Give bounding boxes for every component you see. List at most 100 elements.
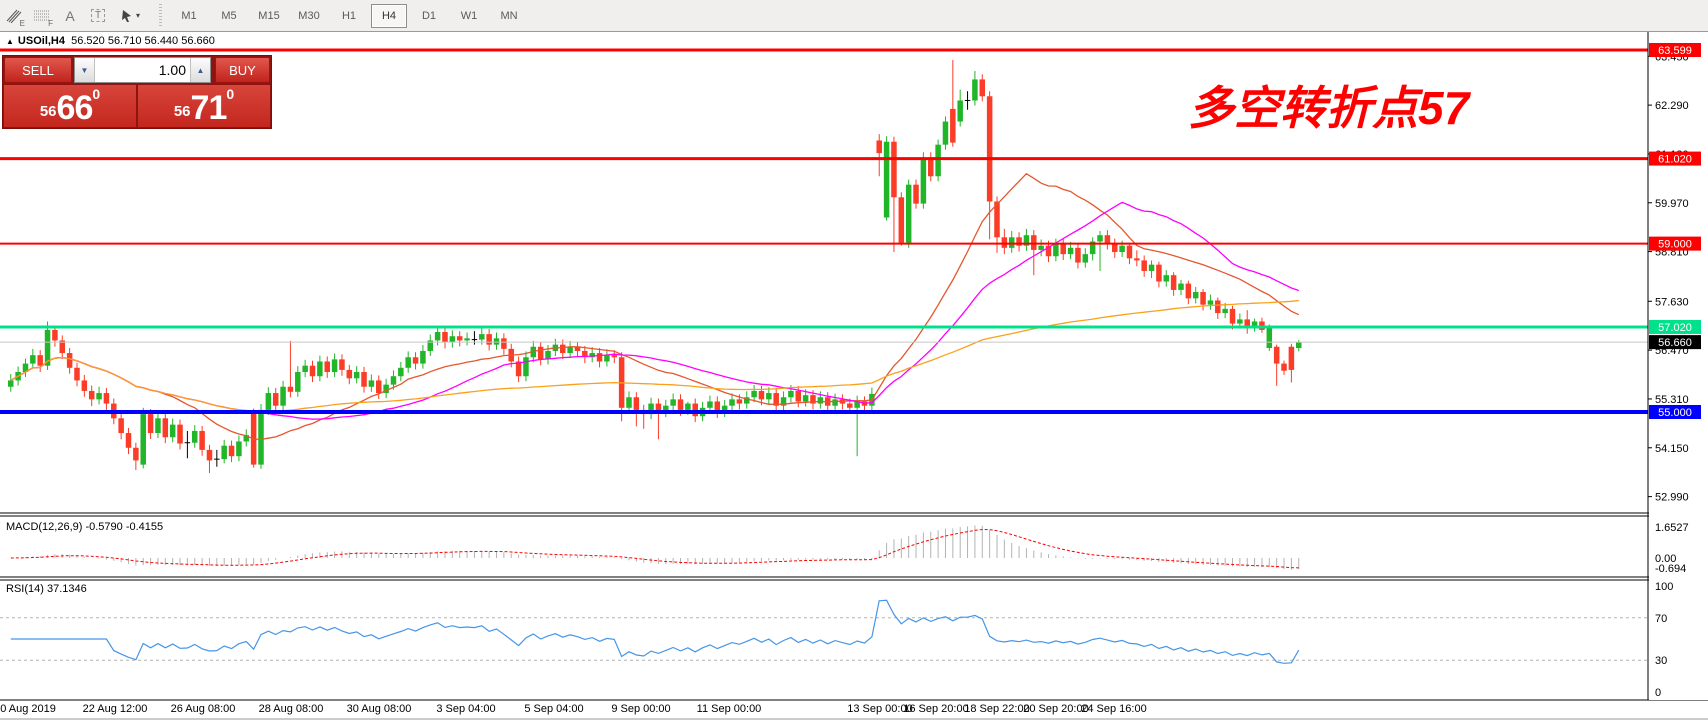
candle-body	[1170, 275, 1177, 290]
candle-body	[567, 346, 573, 354]
candle-body	[876, 140, 882, 154]
collapse-triangle-icon[interactable]: ▲	[6, 37, 14, 46]
candle-body	[1215, 300, 1221, 314]
candle-body	[258, 409, 264, 465]
sell-price-small: 56	[39, 103, 57, 120]
candle-body	[493, 338, 500, 345]
time-axis-label: 3 Sep 04:00	[436, 703, 495, 715]
candle-body	[589, 353, 595, 358]
time-axis-label: 22 Aug 12:00	[83, 703, 148, 715]
candle-body	[486, 334, 492, 345]
candle-body	[44, 329, 51, 366]
arrows-tool-button[interactable]: ▾	[113, 4, 147, 28]
price-level-badge-label: 59.000	[1658, 239, 1692, 251]
price-level-badge-label: 63.599	[1658, 45, 1692, 57]
candle-body	[986, 96, 993, 202]
moving-average-line	[10, 299, 1299, 413]
sell-price-sup: 0	[92, 86, 101, 102]
candle-body	[1075, 247, 1081, 263]
candle-body	[1251, 321, 1258, 328]
tab-timeframe-d1[interactable]: D1	[421, 9, 437, 22]
candle-body	[1031, 235, 1037, 250]
candle-body	[66, 353, 73, 368]
tab-timeframe-m30[interactable]: M30	[298, 9, 320, 22]
candle-body	[714, 401, 721, 412]
candle-body	[972, 79, 978, 101]
candle-body	[979, 79, 986, 97]
tab-timeframe-h1[interactable]: H1	[341, 9, 357, 22]
candle-body	[810, 395, 816, 404]
candle-body	[795, 390, 802, 402]
sell-price-display[interactable]: 56 66 0	[4, 85, 136, 127]
candle-body	[30, 355, 36, 364]
buy-button[interactable]: BUY	[215, 57, 270, 83]
chevron-up-icon: ▲	[196, 65, 205, 75]
candle-body	[398, 367, 404, 377]
price-level-badge-label: 57.020	[1658, 322, 1692, 334]
candle-body	[420, 350, 426, 364]
buy-price-sup: 0	[226, 86, 235, 102]
candle-body	[611, 355, 618, 358]
price-level-badge	[1649, 319, 1701, 334]
candle-body	[1097, 235, 1103, 242]
toolbar-separator	[158, 3, 163, 28]
rsi-scale-label: 70	[1655, 613, 1667, 625]
candle-body	[236, 441, 242, 457]
tab-timeframe-mn[interactable]: MN	[500, 9, 518, 22]
tab-timeframe-h4[interactable]: H4	[371, 3, 407, 28]
candle-body	[648, 403, 654, 415]
candle-body	[928, 157, 934, 177]
candle-body	[1273, 346, 1280, 364]
candle-body	[37, 355, 43, 366]
tab-timeframe-w1[interactable]: W1	[460, 9, 478, 22]
candle-body	[1244, 319, 1250, 328]
buy-price-display[interactable]: 56 71 0	[138, 85, 270, 127]
candle-body	[287, 386, 294, 392]
time-axis-label: 28 Aug 08:00	[259, 703, 324, 715]
candle-body	[751, 390, 757, 398]
candle-body	[788, 390, 794, 398]
macd-signal-line	[10, 528, 1299, 569]
sell-price-big: 66	[56, 89, 94, 127]
fibonacci-tool-button[interactable]: F	[29, 4, 55, 28]
tool-letter: E	[19, 18, 25, 28]
sell-button[interactable]: SELL	[4, 57, 72, 83]
tab-timeframe-m15[interactable]: M15	[258, 9, 280, 22]
time-axis-label: 24 Sep 16:00	[1081, 703, 1146, 715]
tab-timeframe-m5[interactable]: M5	[221, 9, 237, 22]
candle-body	[677, 399, 684, 410]
candle-body	[854, 401, 860, 408]
candle-body	[913, 184, 919, 204]
price-level-badges: 63.599 61.020 59.000 57.020 56.660 55.000	[1649, 43, 1701, 419]
text-tool-button[interactable]: A	[57, 4, 83, 28]
candle-body	[1060, 243, 1066, 255]
text-label-tool-button[interactable]: T	[85, 4, 111, 28]
candle-body	[950, 108, 956, 143]
volume-decrease-button[interactable]: ▼	[75, 58, 95, 82]
tool-letter: F	[48, 18, 53, 28]
candle-body	[125, 433, 132, 448]
candle-body	[96, 393, 102, 400]
volume-increase-button[interactable]: ▲	[190, 58, 210, 82]
volume-input[interactable]	[95, 58, 190, 82]
candle-body	[780, 397, 787, 406]
candle-body	[685, 403, 691, 410]
tab-timeframe-m1[interactable]: M1	[181, 9, 197, 22]
candle-body	[530, 346, 537, 358]
candle-body	[52, 329, 58, 341]
candle-body	[302, 365, 308, 373]
candle-body	[802, 395, 809, 402]
price-level-badge	[1649, 151, 1701, 166]
buy-price-small: 56	[173, 103, 191, 120]
candle-body	[1112, 243, 1118, 253]
candle-body	[1156, 264, 1162, 282]
candle-body	[523, 357, 529, 377]
candle-body	[405, 357, 411, 368]
candle-body	[250, 411, 257, 465]
equidistant-channel-tool-button[interactable]: E	[1, 4, 27, 28]
candle-body	[670, 399, 676, 406]
candle-body	[935, 144, 941, 177]
candle-body	[1237, 319, 1243, 324]
candle-body	[957, 100, 963, 122]
